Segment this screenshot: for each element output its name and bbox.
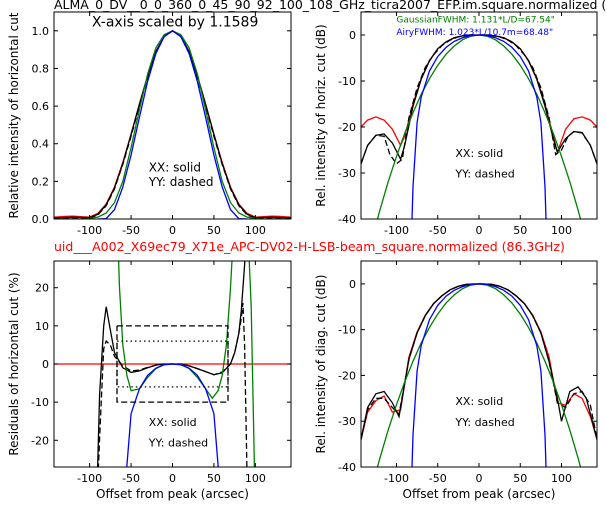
chart-annotation: XX: solid <box>149 160 201 174</box>
x-tick-label: 100 <box>551 472 572 485</box>
y-tick-label: 10 <box>35 320 49 333</box>
y-axis-label: Rel. intensity of diag. cut (dB) <box>314 275 328 454</box>
plot-area <box>54 30 291 219</box>
series-line-dashed-2 <box>361 34 597 165</box>
series-line-dashed-2 <box>54 30 291 219</box>
y-tick-label: -10 <box>31 396 49 409</box>
chart-annotation: XX: solid <box>455 147 503 160</box>
y-tick-label: -10 <box>338 324 356 337</box>
series-line-solid-0 <box>361 34 597 155</box>
y-tick-label: -10 <box>338 75 356 88</box>
y-tick-label: -40 <box>338 213 356 226</box>
x-tick-label: 50 <box>513 224 527 237</box>
axes-frame <box>360 11 598 220</box>
figure-subtitle: uid___A002_X69ec79_X71e_APC-DV02-H-LSB-b… <box>54 239 565 254</box>
y-tick-label: 0 <box>42 358 49 371</box>
series-line-solid-4 <box>126 363 219 467</box>
figure-title: ALMA_0_DV__0_0_360_0_45_90_92_100_108_GH… <box>54 0 607 12</box>
y-tick-label: -30 <box>338 415 356 428</box>
x-tick-label: 0 <box>169 224 176 237</box>
x-tick-label: -50 <box>122 472 140 485</box>
chart-annotation: YY: dashed <box>148 436 208 449</box>
series-line-solid-1 <box>361 34 597 165</box>
plot-area <box>54 261 291 467</box>
x-tick-label: 50 <box>513 472 527 485</box>
y-tick-label: 0.4 <box>32 138 50 151</box>
x-tick-label: -50 <box>429 224 447 237</box>
y-tick-label: 20 <box>35 282 49 295</box>
series-line-solid-3 <box>117 261 256 467</box>
chart-annotation: YY: dashed <box>148 175 214 189</box>
chart-annotation: YY: dashed <box>454 416 514 429</box>
y-axis-label: Rel. intensity of horiz. cut (dB) <box>314 24 328 206</box>
y-tick-label: -20 <box>31 434 49 447</box>
y-tick-label: -20 <box>338 121 356 134</box>
y-tick-label: 0 <box>349 278 356 291</box>
x-tick-label: 100 <box>551 224 572 237</box>
chart-annotation: XX: solid <box>149 416 197 429</box>
chart-annotation: XX: solid <box>455 395 503 408</box>
x-tick-label: -100 <box>77 472 102 485</box>
series-line-solid-4 <box>97 30 248 219</box>
series-line-solid-3 <box>54 30 291 219</box>
x-tick-label: 0 <box>476 224 483 237</box>
x-tick-label: -50 <box>122 224 140 237</box>
x-axis-label: Offset from peak (arcsec) <box>403 487 556 501</box>
y-tick-label: -30 <box>338 167 356 180</box>
x-tick-label: -100 <box>384 472 409 485</box>
series-line-solid-0 <box>54 30 291 218</box>
plot-area <box>361 283 597 467</box>
chart-annotation: X-axis scaled by 1.1589 <box>92 14 258 30</box>
chart-annotation: GaussianFWHM: 1.131*L/D=67.54" <box>396 15 554 25</box>
y-axis-label: Relative intensity of horizontal cut <box>7 12 21 218</box>
series-line-solid-4 <box>411 283 547 467</box>
x-tick-label: 100 <box>245 224 266 237</box>
series-line-dashed-5 <box>116 325 229 403</box>
x-tick-label: 50 <box>207 472 221 485</box>
x-tick-label: -50 <box>429 472 447 485</box>
x-tick-label: 0 <box>476 472 483 485</box>
y-tick-label: 0.8 <box>32 62 50 75</box>
y-axis-label: Residuals of horizontal cut (%) <box>7 272 21 455</box>
y-tick-label: -40 <box>338 461 356 474</box>
x-tick-label: 50 <box>207 224 221 237</box>
series-line-dashed-2 <box>97 302 248 467</box>
y-tick-label: 1.0 <box>32 25 50 38</box>
series-line-solid-4 <box>411 34 547 219</box>
x-tick-label: -100 <box>77 224 102 237</box>
y-tick-label: 0.6 <box>32 100 50 113</box>
y-tick-label: 0.0 <box>32 213 50 226</box>
plot-area <box>361 34 597 219</box>
chart-panel-top-left: -100 -50 0 50 100 0.0 0.2 0.4 0.6 0.8 1.0 Relative … <box>7 11 292 237</box>
chart-annotation: YY: dashed <box>454 168 514 181</box>
x-tick-label: -100 <box>384 224 409 237</box>
y-tick-label: 0 <box>349 29 356 42</box>
axes-frame <box>360 260 598 468</box>
x-axis-label: Offset from peak (arcsec) <box>96 487 249 501</box>
x-tick-label: 100 <box>245 472 266 485</box>
chart-annotation: AiryFWHM: 1.023*L/10.7m=68.48" <box>396 28 553 38</box>
y-tick-label: -20 <box>338 369 356 382</box>
y-tick-label: 0.2 <box>32 175 50 188</box>
series-line-solid-1 <box>54 30 291 219</box>
x-tick-label: 0 <box>169 472 176 485</box>
